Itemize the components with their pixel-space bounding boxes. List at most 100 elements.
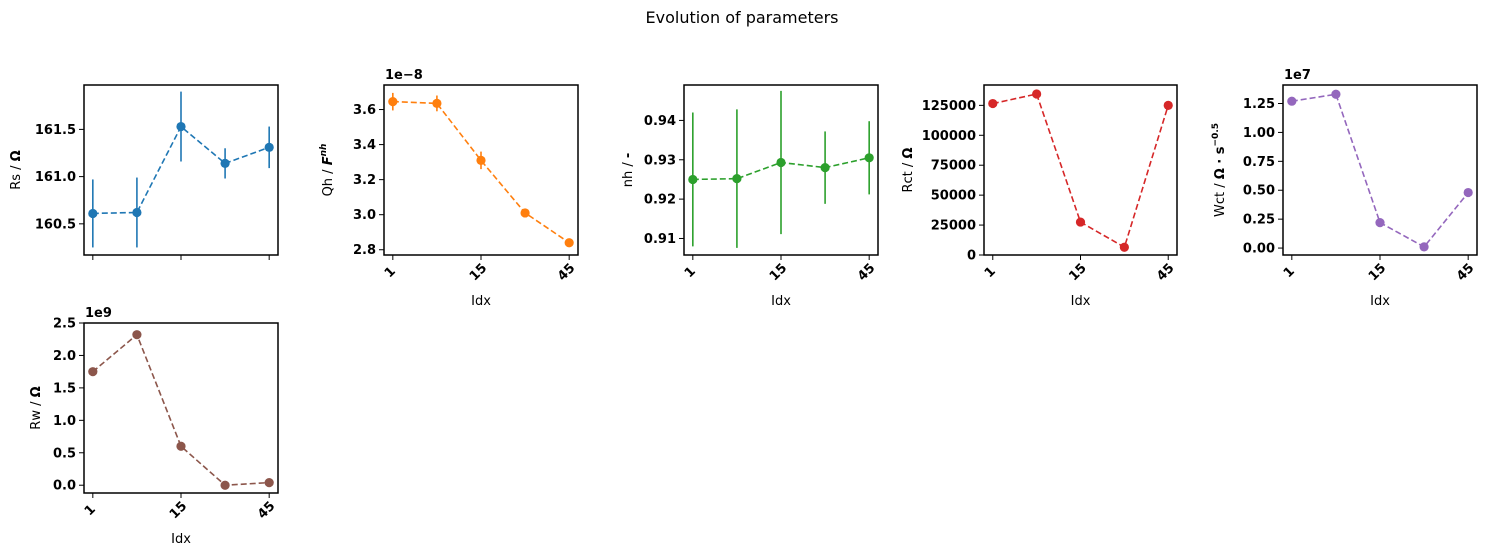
data-point [988, 98, 998, 109]
y-tick-label: 125000 [922, 99, 976, 114]
subplot-rct: 0 25000 50000 75000 100000 125000 1 15 45 Idx Rct … [901, 84, 1178, 309]
data-point [1075, 217, 1086, 227]
x-axis-label: Idx [471, 294, 491, 309]
y-tick-label: 0.93 [644, 153, 676, 168]
y-axis-label: Wct / Ω · s−0.5 [1211, 123, 1228, 217]
data-point [776, 157, 786, 168]
y-tick-label: 160.5 [35, 217, 76, 232]
data-point [820, 163, 830, 173]
data-point [1419, 242, 1429, 252]
data-point [864, 153, 874, 163]
y-tick-label: 0.5 [53, 446, 76, 461]
x-tick-label: 15 [1366, 261, 1389, 284]
y-tick-label: 1.5 [53, 381, 76, 396]
data-point [132, 207, 142, 218]
y-tick-label: 0.00 [1243, 242, 1275, 257]
series-line [392, 100, 570, 244]
y-tick-label: 3.6 [353, 103, 376, 118]
axes-frame [683, 84, 879, 256]
y-axis-label: Qh / Fnh [319, 144, 336, 197]
data-point [432, 98, 442, 109]
x-tick-label: 45 [1454, 261, 1477, 284]
y-tick-label: 50000 [931, 189, 976, 204]
data-point [88, 208, 98, 219]
x-tick-label: 45 [255, 499, 278, 522]
x-axis-label: Idx [1071, 294, 1091, 309]
data-point [264, 478, 274, 488]
y-tick-label: 1.00 [1243, 126, 1275, 141]
y-tick-label: 2.8 [353, 243, 376, 258]
x-tick-label: 1 [682, 264, 699, 281]
axes-frame [83, 322, 279, 494]
axes-frame [1282, 84, 1478, 256]
data-point [1163, 100, 1173, 110]
data-point [264, 142, 274, 152]
axes-frame [383, 84, 579, 256]
y-tick-label: 0.25 [1243, 213, 1275, 228]
x-axis-label: Idx [171, 532, 191, 547]
offset-label: 1e9 [85, 306, 112, 321]
y-tick-label: 0.0 [53, 479, 76, 494]
axes-frame [983, 84, 1178, 256]
x-tick-label: 1 [82, 502, 99, 519]
x-tick-label: 1 [982, 264, 999, 281]
offset-label: 1e7 [1284, 68, 1311, 83]
data-point [1375, 218, 1385, 228]
y-tick-label: 1.25 [1243, 97, 1275, 112]
y-tick-label: 3.0 [353, 208, 376, 223]
data-point [1331, 89, 1341, 99]
data-point [1463, 187, 1473, 198]
y-tick-label: 100000 [922, 129, 976, 144]
y-tick-label: 0.50 [1243, 184, 1275, 199]
data-point [176, 121, 186, 132]
x-tick-label: 15 [767, 261, 790, 284]
data-point [88, 367, 98, 377]
data-point [688, 174, 698, 185]
data-point [520, 208, 530, 218]
data-point [564, 238, 574, 248]
x-tick-label: 45 [855, 261, 878, 284]
subplot-wct: 0.00 0.25 0.50 0.75 1.00 1.25 1 15 45 1e7 Idx Wct /… [1211, 68, 1478, 309]
y-tick-label: 0.94 [644, 114, 676, 129]
y-tick-label: 0.91 [644, 232, 676, 247]
y-axis-label: Rs / Ω [9, 150, 24, 190]
subplot-rs: 160.5 161.0 161.5 Rs / Ω [9, 84, 279, 260]
y-axis-label: nh / - [621, 153, 636, 188]
subplot-nh: 0.91 0.92 0.93 0.94 1 15 45 Idx nh / - [621, 84, 879, 309]
data-point [220, 158, 230, 168]
x-tick-label: 15 [1066, 261, 1089, 284]
figure-title: Evolution of parameters [645, 8, 839, 27]
subplot-rw: 0.0 0.5 1.0 1.5 2.0 2.5 1 15 45 1e9 Idx Rw / Ω [29, 306, 279, 547]
data-point [1032, 89, 1042, 99]
data-point [132, 330, 142, 340]
subplot-qh: 2.8 3.0 3.2 3.4 3.6 1 15 45 1e−8 Idx Qh / Fnh [319, 68, 579, 309]
y-axis-label: Rw / Ω [29, 386, 44, 429]
x-tick-label: 45 [555, 261, 578, 284]
x-tick-label: 15 [467, 261, 490, 284]
y-tick-label: 3.4 [353, 138, 376, 153]
y-tick-label: 25000 [931, 219, 976, 234]
y-axis-label: Rct / Ω [901, 148, 916, 193]
data-point [732, 174, 742, 184]
data-point [476, 155, 486, 165]
data-point [1287, 96, 1297, 106]
x-tick-label: 45 [1154, 261, 1177, 284]
y-tick-label: 1.0 [53, 414, 76, 429]
series-line [92, 333, 270, 487]
y-tick-label: 2.5 [53, 317, 76, 332]
axes-frame [83, 84, 279, 256]
data-point [220, 480, 230, 490]
y-tick-label: 161.5 [35, 123, 76, 138]
x-tick-label: 1 [382, 264, 399, 281]
y-tick-label: 161.0 [35, 170, 76, 185]
y-tick-label: 0.75 [1243, 155, 1275, 170]
x-tick-label: 1 [1281, 264, 1298, 281]
x-axis-label: Idx [1370, 294, 1390, 309]
y-tick-label: 75000 [931, 159, 976, 174]
y-tick-label: 0 [967, 249, 976, 264]
x-tick-label: 15 [167, 499, 190, 522]
y-tick-label: 0.92 [644, 193, 676, 208]
offset-label: 1e−8 [385, 68, 423, 83]
